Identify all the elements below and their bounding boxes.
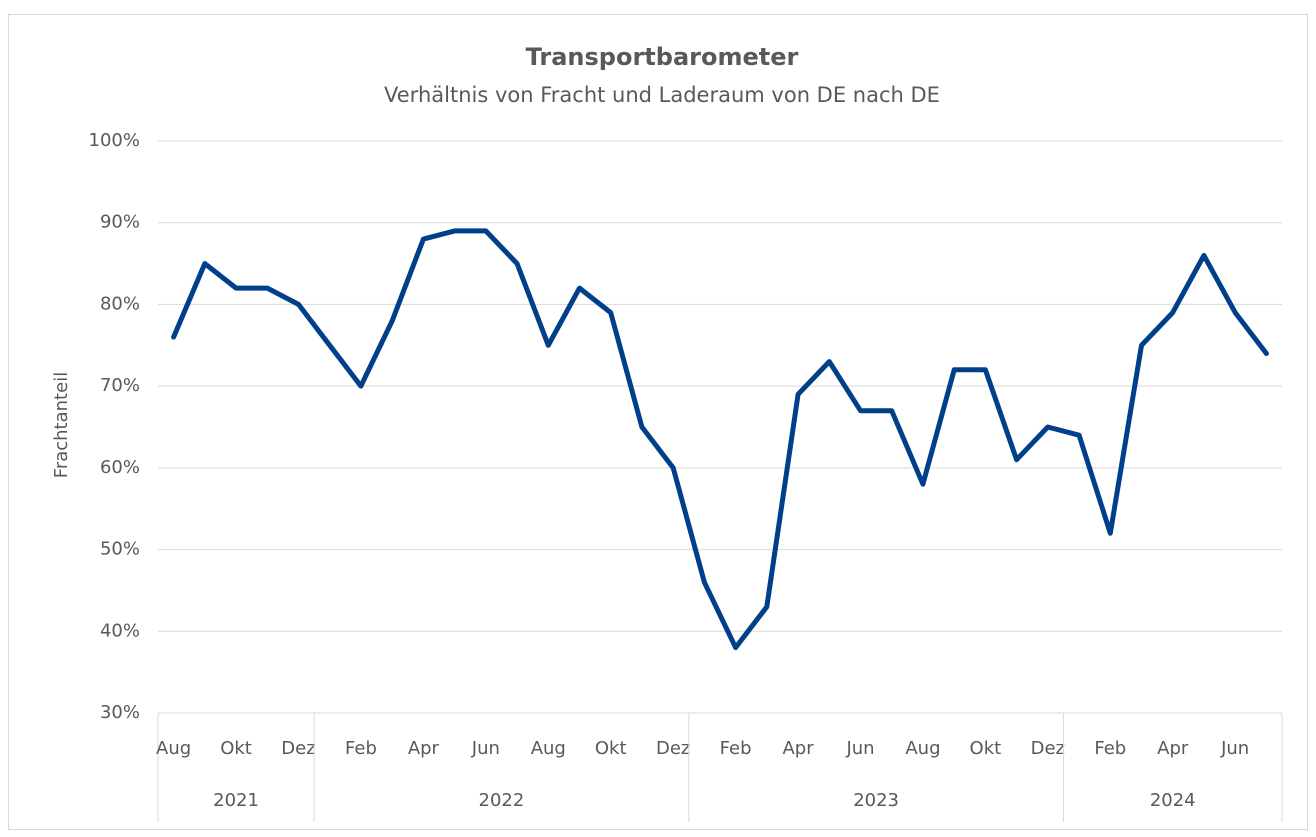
x-tick-label: Jun: [1220, 738, 1249, 759]
y-tick-label: 30%: [100, 702, 140, 723]
x-tick-label: Jun: [471, 738, 500, 759]
y-tick-label: 90%: [100, 212, 140, 233]
x-tick-label: Feb: [345, 738, 377, 759]
x-tick-label: Dez: [1031, 738, 1065, 759]
x-group-label: 2024: [1150, 790, 1196, 811]
x-tick-label: Okt: [970, 738, 1002, 759]
x-tick-label: Aug: [905, 738, 940, 759]
chart-subtitle: Verhältnis von Fracht und Laderaum von D…: [384, 83, 940, 107]
x-tick-label: Jun: [845, 738, 874, 759]
chart-title: Transportbarometer: [526, 43, 799, 71]
y-tick-label: 100%: [89, 130, 140, 151]
x-group-label: 2022: [479, 790, 525, 811]
x-tick-label: Feb: [1094, 738, 1126, 759]
y-tick-label: 60%: [100, 457, 140, 478]
x-tick-label: Apr: [782, 738, 814, 759]
x-tick-label: Aug: [531, 738, 566, 759]
x-tick-label: Dez: [281, 738, 315, 759]
x-tick-label: Okt: [220, 738, 252, 759]
y-tick-label: 80%: [100, 293, 140, 314]
y-axis-title: Frachtanteil: [51, 372, 72, 478]
x-tick-label: Feb: [720, 738, 752, 759]
y-tick-label: 70%: [100, 375, 140, 396]
x-group-label: 2021: [213, 790, 259, 811]
x-tick-label: Apr: [1157, 738, 1189, 759]
chart-border: [8, 14, 1308, 830]
x-tick-label: Aug: [156, 738, 191, 759]
x-tick-label: Dez: [656, 738, 690, 759]
x-tick-label: Okt: [595, 738, 627, 759]
y-tick-label: 40%: [100, 620, 140, 641]
x-group-label: 2023: [853, 790, 899, 811]
data-line: [171, 228, 1269, 651]
x-tick-label: Apr: [408, 738, 440, 759]
y-tick-label: 50%: [100, 539, 140, 560]
